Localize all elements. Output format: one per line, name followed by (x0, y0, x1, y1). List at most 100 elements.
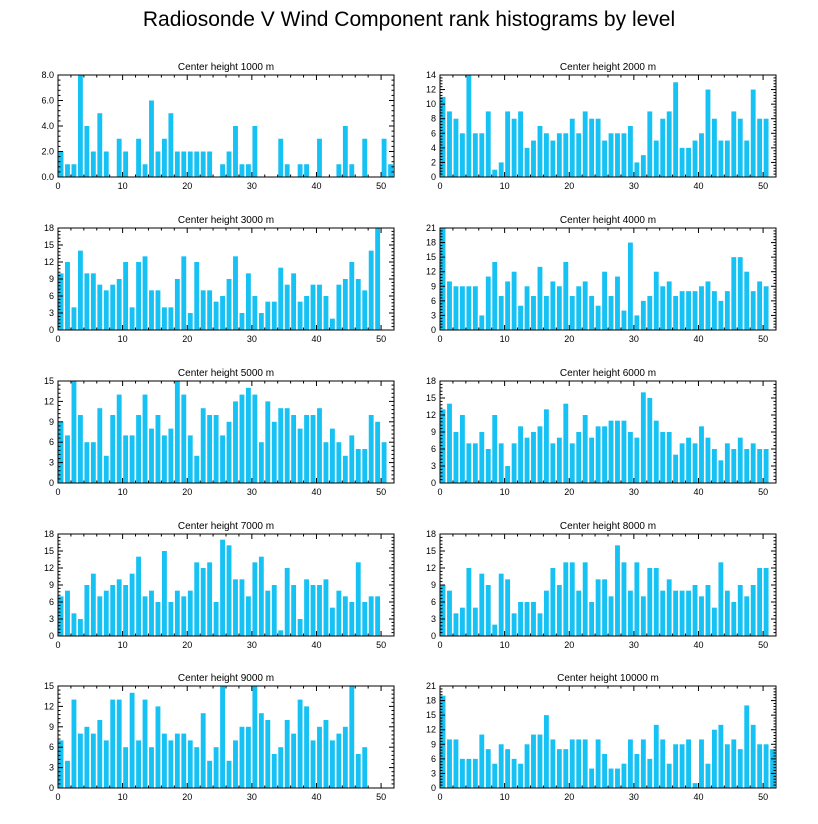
bar (705, 89, 711, 177)
y-tick-label: 6 (49, 437, 54, 447)
bar (744, 596, 750, 636)
bar (329, 607, 335, 636)
bar (627, 590, 633, 636)
bar (213, 415, 219, 483)
bar (589, 602, 595, 636)
bar (362, 602, 368, 636)
bar (271, 301, 277, 330)
bar (737, 437, 743, 483)
bar (187, 740, 193, 788)
bar (368, 415, 374, 483)
bar (524, 744, 530, 788)
bar (323, 720, 329, 788)
bar (692, 140, 698, 177)
bar (161, 307, 167, 330)
bar (673, 296, 679, 330)
bar (582, 739, 588, 788)
bar (563, 403, 569, 483)
x-tick-label: 20 (564, 487, 574, 497)
bar (239, 164, 245, 177)
bar (284, 164, 290, 177)
bar (84, 126, 90, 177)
bar (220, 539, 225, 636)
x-tick-label: 20 (564, 334, 574, 344)
y-tick-label: 18 (426, 696, 436, 706)
y-tick-label: 6 (431, 754, 436, 764)
bar (440, 695, 446, 788)
bar (349, 262, 355, 330)
bar (174, 590, 180, 636)
bar (142, 394, 148, 483)
bar (129, 307, 135, 330)
y-tick-label: 0 (431, 478, 436, 488)
bar (278, 138, 284, 177)
bar (621, 420, 627, 483)
y-tick-label: 2.0 (41, 147, 54, 157)
bar (440, 585, 446, 636)
bar (627, 126, 633, 177)
chart-panel-1: Center height 1000 m 0 10 20 30 40 50 0.0 2.0 4.0… (41, 62, 395, 191)
x-tick-label: 0 (55, 334, 60, 344)
bar (666, 281, 672, 330)
x-tick-label: 40 (311, 334, 321, 344)
bar (485, 585, 491, 636)
bar (472, 607, 478, 636)
bar (297, 301, 303, 330)
bar (194, 747, 200, 788)
bar (207, 760, 213, 788)
y-tick-label: 2 (431, 157, 436, 167)
bar (375, 596, 381, 636)
x-tick-label: 10 (118, 334, 128, 344)
bar (187, 313, 193, 330)
bar (711, 729, 717, 788)
y-tick-label: 15 (426, 393, 436, 403)
bar (349, 686, 355, 788)
y-tick-label: 0 (431, 325, 436, 335)
y-tick-label: 15 (426, 710, 436, 720)
bar (724, 140, 730, 177)
y-tick-label: 8 (431, 114, 436, 124)
bar (731, 257, 737, 330)
bar (640, 300, 646, 330)
bar (84, 442, 90, 483)
bar (187, 590, 193, 636)
bar (116, 699, 122, 788)
chart-panel-6: Center height 6000 m 0 10 20 30 40 50 0 3 6 9 12 15 1… (426, 368, 777, 497)
bar (718, 724, 724, 788)
bar (615, 545, 620, 636)
x-tick-label: 50 (376, 334, 386, 344)
bar (220, 435, 225, 483)
y-tick-label: 4 (431, 143, 436, 153)
bar (621, 310, 627, 330)
bar (245, 164, 251, 177)
x-tick-label: 50 (758, 334, 768, 344)
bar (537, 734, 543, 788)
bar (518, 763, 523, 788)
bar (291, 733, 297, 788)
bar (763, 286, 769, 330)
bar (479, 133, 485, 177)
bar (258, 442, 264, 483)
bar (686, 291, 691, 330)
bar (136, 262, 141, 330)
bar (207, 151, 213, 177)
bar (543, 296, 549, 330)
x-tick-label: 10 (118, 640, 128, 650)
bar (349, 602, 355, 636)
bar (718, 140, 724, 177)
bar (329, 318, 335, 330)
bar (447, 403, 452, 483)
bar (181, 596, 187, 636)
y-tick-label: 12 (426, 725, 436, 735)
bar (97, 408, 103, 483)
bar (531, 296, 536, 330)
bar (245, 726, 251, 788)
bar (589, 768, 595, 788)
bar (498, 296, 504, 330)
bar (627, 739, 633, 788)
bar (660, 118, 666, 177)
x-tick-label: 30 (247, 792, 257, 802)
bar (149, 428, 154, 483)
bar (304, 296, 309, 330)
bar (750, 585, 756, 636)
